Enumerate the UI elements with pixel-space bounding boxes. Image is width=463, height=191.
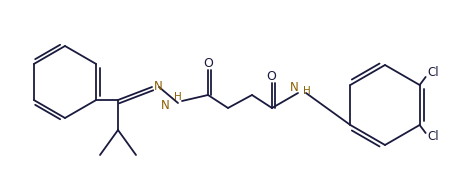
Text: N: N	[290, 81, 298, 94]
Text: H: H	[302, 86, 310, 96]
Text: N: N	[161, 99, 169, 112]
Text: O: O	[203, 57, 213, 70]
Text: N: N	[154, 79, 163, 92]
Text: H: H	[174, 92, 181, 102]
Text: O: O	[265, 70, 275, 83]
Text: Cl: Cl	[427, 66, 438, 79]
Text: Cl: Cl	[427, 130, 438, 143]
